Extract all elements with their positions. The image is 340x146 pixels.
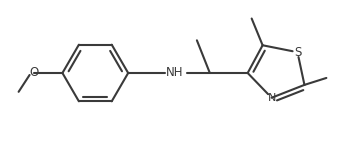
- Text: S: S: [294, 46, 301, 59]
- Text: N: N: [267, 93, 276, 103]
- Text: O: O: [29, 66, 38, 80]
- Text: NH: NH: [166, 66, 184, 80]
